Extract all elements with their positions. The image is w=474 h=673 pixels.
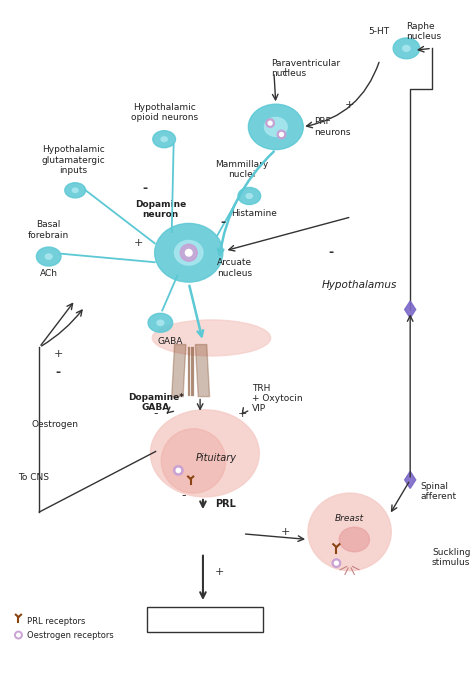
Circle shape	[268, 121, 272, 125]
Text: Raphe
nucleus: Raphe nucleus	[406, 22, 441, 41]
Ellipse shape	[339, 527, 370, 552]
Ellipse shape	[150, 410, 259, 497]
Ellipse shape	[65, 183, 86, 198]
Text: TRH
+ Oxytocin
VIP: TRH + Oxytocin VIP	[252, 384, 303, 413]
Circle shape	[185, 250, 192, 256]
Text: Multiple target organs: Multiple target organs	[155, 617, 255, 627]
Text: +: +	[214, 567, 224, 577]
Text: Basal
forebrain: Basal forebrain	[28, 220, 69, 240]
Text: Breast: Breast	[335, 514, 364, 523]
Ellipse shape	[152, 320, 271, 356]
Text: Hypothalamic
glutamatergic
inputs: Hypothalamic glutamatergic inputs	[41, 145, 105, 175]
Text: PRL: PRL	[215, 499, 236, 509]
Ellipse shape	[308, 493, 391, 571]
Ellipse shape	[73, 188, 78, 192]
Ellipse shape	[161, 429, 226, 493]
Polygon shape	[405, 471, 416, 489]
Text: -: -	[328, 246, 333, 259]
Ellipse shape	[174, 240, 203, 265]
Text: Paraventricular
nucleus: Paraventricular nucleus	[271, 59, 340, 78]
Ellipse shape	[157, 320, 164, 325]
Ellipse shape	[248, 104, 303, 149]
Circle shape	[266, 119, 274, 127]
Circle shape	[17, 633, 20, 637]
Ellipse shape	[238, 188, 261, 205]
Text: GABA: GABA	[157, 337, 182, 346]
Ellipse shape	[155, 223, 223, 282]
Text: PRL receptors: PRL receptors	[27, 617, 85, 627]
Text: +: +	[54, 349, 63, 359]
Ellipse shape	[246, 194, 253, 199]
Ellipse shape	[153, 131, 175, 147]
Circle shape	[15, 631, 22, 639]
Ellipse shape	[393, 38, 419, 59]
Text: Hypothalamic
opioid neurons: Hypothalamic opioid neurons	[130, 103, 198, 122]
FancyBboxPatch shape	[146, 607, 263, 632]
Ellipse shape	[161, 137, 167, 141]
Text: +: +	[281, 527, 290, 537]
Ellipse shape	[46, 254, 52, 259]
Circle shape	[277, 130, 286, 139]
Circle shape	[176, 468, 181, 472]
Polygon shape	[172, 345, 186, 396]
Ellipse shape	[403, 46, 410, 51]
Text: Mammillary
nuclei: Mammillary nuclei	[215, 160, 268, 179]
Ellipse shape	[148, 314, 173, 332]
Ellipse shape	[264, 117, 287, 137]
Text: Spinal
afferent: Spinal afferent	[420, 481, 457, 501]
Text: Suckling
stimulus: Suckling stimulus	[432, 548, 471, 567]
Text: Pituitary: Pituitary	[196, 453, 237, 463]
Text: Arcuate
nucleus: Arcuate nucleus	[217, 258, 252, 277]
Text: Oestrogen receptors: Oestrogen receptors	[27, 631, 114, 639]
Text: +: +	[281, 67, 290, 77]
Text: +: +	[238, 409, 247, 419]
Text: Dopamine*
GABA: Dopamine* GABA	[128, 392, 183, 412]
Text: Dopamine
neuron: Dopamine neuron	[135, 199, 186, 219]
Polygon shape	[195, 345, 210, 396]
Text: PRF
neurons: PRF neurons	[314, 117, 350, 137]
Text: ACh: ACh	[40, 269, 58, 278]
Text: Hypothalamus: Hypothalamus	[321, 280, 397, 290]
Text: -: -	[220, 216, 225, 229]
Ellipse shape	[36, 247, 61, 266]
Circle shape	[280, 133, 283, 137]
Text: -: -	[55, 366, 61, 380]
Circle shape	[173, 466, 183, 475]
Text: To CNS: To CNS	[18, 472, 49, 481]
Text: Oestrogen: Oestrogen	[32, 421, 79, 429]
Text: 5-HT: 5-HT	[368, 27, 389, 36]
Text: -: -	[182, 489, 186, 503]
Text: -: -	[143, 182, 148, 195]
Circle shape	[332, 559, 341, 567]
Circle shape	[180, 244, 197, 261]
Polygon shape	[405, 301, 416, 318]
Text: Histamine: Histamine	[231, 209, 277, 217]
Circle shape	[335, 561, 338, 565]
Text: +: +	[345, 100, 354, 110]
Text: -: -	[154, 407, 158, 420]
Text: +: +	[134, 238, 143, 248]
